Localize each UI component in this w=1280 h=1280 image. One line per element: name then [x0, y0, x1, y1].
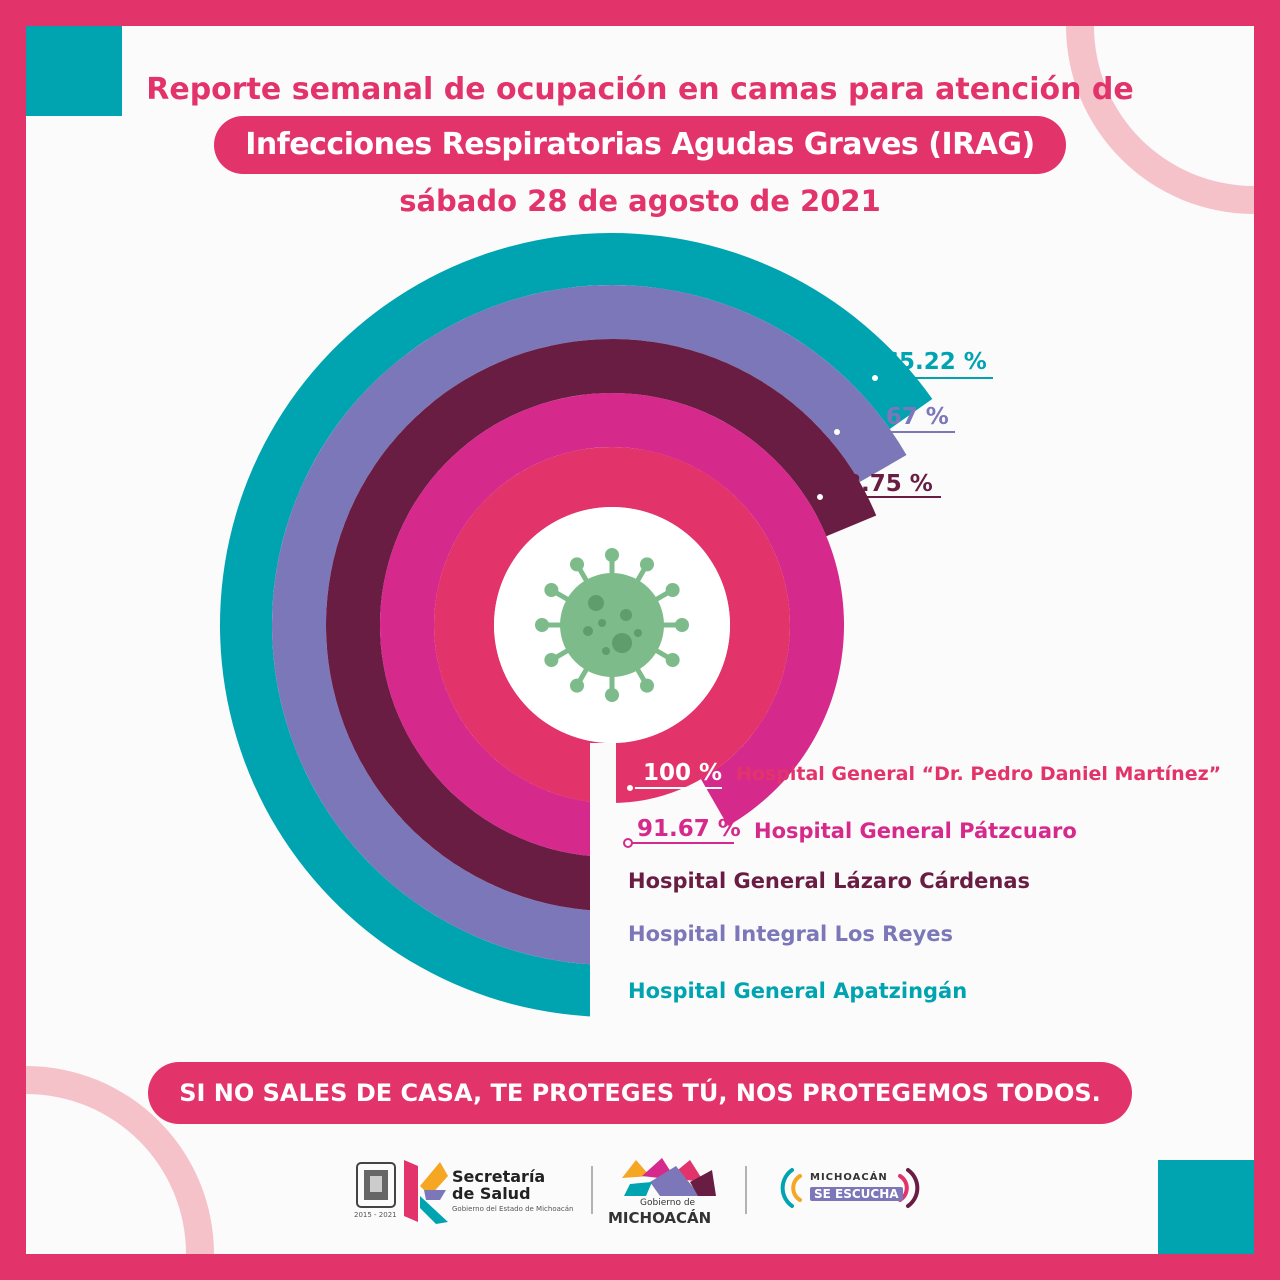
virus-spike-tip — [640, 678, 654, 693]
secretaria-title: Secretaría de Salud — [452, 1168, 545, 1202]
virus-spot — [598, 619, 606, 627]
secretaria-line1: Secretaría — [452, 1167, 546, 1186]
label-gap-strip — [590, 743, 616, 1017]
label-leader-dot — [832, 427, 842, 437]
hospital-label-patzcuaro: Hospital General Pátzcuaro — [754, 819, 1077, 843]
virus-spike-tip — [605, 688, 619, 702]
virus-spot — [634, 629, 642, 637]
corner-teal-bottom-right — [1158, 1160, 1254, 1254]
chart-inner — [494, 373, 993, 1017]
virus-spike-tip — [544, 583, 559, 597]
hospital-label-pedro-daniel: Hospital General “Dr. Pedro Daniel Martí… — [736, 763, 1222, 785]
seal-years: 2015 - 2021 — [354, 1211, 397, 1219]
label-leader-dot — [815, 492, 825, 502]
virus-spike-tip — [535, 618, 549, 632]
label-leader-dot — [623, 838, 633, 848]
virus-spike-tip — [640, 557, 654, 572]
report-title: Reporte semanal de ocupación en camas pa… — [146, 72, 1134, 107]
virus-spot — [620, 609, 632, 621]
corner-arc-top-right — [1066, 26, 1254, 214]
value-label-apatzingan: 65.22 % — [883, 349, 987, 375]
virus-spike-tip — [675, 618, 689, 632]
virus-body — [560, 573, 664, 677]
virus-spike-tip — [665, 583, 680, 597]
virus-spike-tip — [665, 653, 680, 667]
report-subtitle: Infecciones Respiratorias Agudas Graves … — [214, 116, 1066, 174]
corner-arc-bottom-left — [26, 1066, 214, 1254]
hospital-label-lazaro-cardenas: Hospital General Lázaro Cárdenas — [628, 869, 1031, 893]
secretaria-line2: de Salud — [452, 1184, 531, 1203]
label-leader-dot — [870, 373, 880, 383]
gobierno-line1: Gobierno de — [640, 1198, 696, 1208]
virus-spike-tip — [544, 653, 559, 667]
virus-spot — [602, 647, 610, 655]
virus-icon — [535, 548, 689, 702]
chart-bars — [220, 232, 933, 1018]
escucha-line1: MICHOACÁN — [810, 1172, 888, 1183]
radial-bar-4 — [434, 447, 790, 803]
escucha-line2: SE ESCUCHA — [810, 1187, 903, 1201]
value-label-patzcuaro: 91.67 % — [637, 816, 741, 842]
secretaria-subtitle: Gobierno del Estado de Michoacán — [452, 1205, 574, 1213]
report-date: sábado 28 de agosto de 2021 — [399, 184, 881, 218]
virus-spike-tip — [570, 557, 584, 572]
virus-spike-tip — [570, 678, 584, 693]
label-leader-dot — [625, 783, 635, 793]
virus-spot — [588, 595, 604, 611]
virus-spot — [583, 626, 593, 636]
value-label-lazaro-cardenas: 68.75 % — [829, 471, 933, 497]
virus-spot — [612, 633, 632, 653]
gobierno-line2: MICHOACÁN — [608, 1209, 712, 1227]
value-label-los-reyes: 66.67 % — [845, 404, 949, 430]
value-label-pedro-daniel: 100 % — [643, 760, 723, 786]
hospital-label-apatzingan: Hospital General Apatzingán — [628, 979, 968, 1003]
slogan-banner: SI NO SALES DE CASA, TE PROTEGES TÚ, NOS… — [148, 1062, 1132, 1124]
corner-teal-top-left — [26, 26, 122, 116]
hospital-label-los-reyes: Hospital Integral Los Reyes — [628, 922, 954, 946]
virus-spike-tip — [605, 548, 619, 562]
